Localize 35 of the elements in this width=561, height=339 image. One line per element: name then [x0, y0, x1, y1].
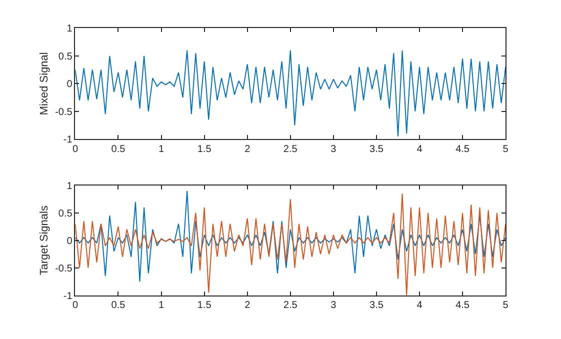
x-tick-label: 2.5	[283, 300, 298, 312]
y-axis-title: Target Signals	[38, 205, 51, 276]
y-tick-label: 0	[66, 79, 73, 90]
x-tick-label: 4	[416, 300, 423, 312]
y-tick-label: -0.5	[55, 263, 73, 274]
x-tick-label: 2	[244, 144, 251, 155]
line-series	[75, 193, 506, 296]
x-tick-label: 4	[416, 144, 423, 155]
x-tick-label: 3.5	[370, 144, 384, 155]
y-tick-label: 0	[66, 236, 73, 247]
x-tick-label: 5	[502, 300, 509, 312]
y-tick-label: 1	[66, 24, 73, 35]
y-tick-label: -0.5	[55, 106, 73, 118]
y-tick-label: 0.5	[58, 51, 73, 62]
line-series	[75, 190, 506, 282]
x-tick-label: 0.5	[111, 144, 126, 155]
x-tick-label: 1	[158, 144, 165, 155]
y-tick-label: -1	[63, 134, 73, 146]
x-tick-label: 1.5	[197, 144, 212, 155]
x-tick-label: 0.5	[111, 300, 126, 312]
x-tick-label: 3	[330, 144, 337, 155]
y-axis-title: Mixed Signal	[38, 52, 51, 116]
y-tick-label: 0.5	[58, 208, 73, 220]
x-tick-label: 1.5	[197, 300, 212, 312]
x-tick-label: 5	[502, 144, 509, 155]
x-tick-label: 4.5	[456, 144, 470, 155]
line-series	[75, 50, 506, 137]
x-tick-label: 3.5	[370, 300, 384, 312]
x-tick-label: 3	[330, 300, 337, 312]
x-tick-label: 2.5	[283, 144, 298, 155]
y-tick-label: 1	[66, 180, 73, 192]
x-tick-label: 2	[244, 300, 251, 312]
y-tick-label: -1	[63, 290, 73, 302]
x-tick-label: 4.5	[456, 300, 470, 312]
x-tick-label: 1	[158, 300, 165, 312]
